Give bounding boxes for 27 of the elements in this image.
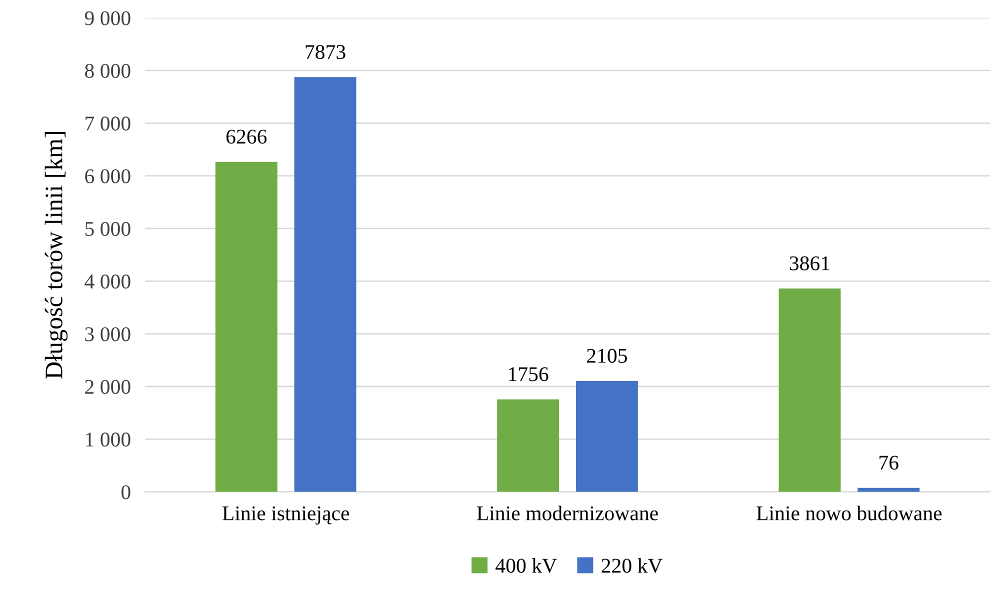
y-tick-label: 8 000 (85, 64, 130, 78)
x-tick-label: Linie nowo budowane (756, 506, 942, 520)
data-label: 2105 (587, 348, 627, 363)
y-tick-label: 9 000 (84, 11, 130, 26)
y-tick-label: 1 000 (86, 432, 130, 447)
bar (778, 288, 841, 492)
y-tick-label: 3 000 (85, 327, 130, 342)
bar (497, 399, 560, 492)
y-axis-title: Długość torów linii [km] (44, 132, 68, 379)
data-label: 3861 (790, 256, 830, 270)
y-tick-label: 2 000 (85, 380, 130, 394)
y-tick-label: 6 000 (85, 169, 130, 184)
data-label: 76 (880, 456, 898, 470)
data-label: 7873 (306, 44, 346, 60)
y-tick-label: 4 000 (84, 274, 130, 289)
legend-label: 220 kV (602, 558, 663, 573)
data-label: 6266 (226, 130, 267, 144)
y-tick-label: 0 (121, 485, 130, 500)
bar (294, 77, 356, 492)
data-label: 1756 (509, 367, 548, 382)
bar (576, 380, 638, 492)
y-tick-label: 5 000 (85, 222, 130, 236)
x-tick-label: Linie istniejące (222, 506, 350, 525)
bar (215, 162, 278, 492)
legend-label: 400 kV (496, 558, 557, 573)
x-tick-label: Linie modernizowane (476, 506, 658, 520)
y-tick-label: 7 000 (86, 116, 130, 131)
